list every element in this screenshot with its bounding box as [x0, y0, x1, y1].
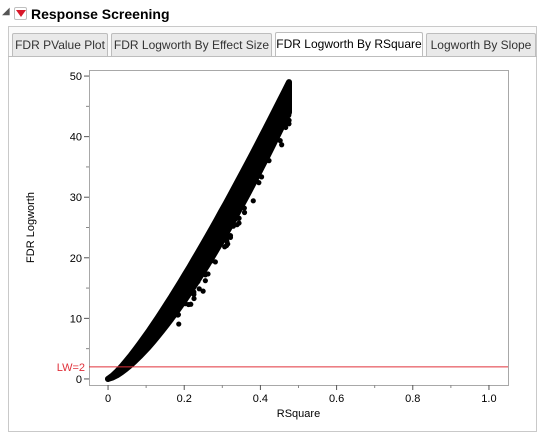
data-point: [223, 228, 229, 234]
data-point: [183, 294, 189, 300]
tab-fdr-pvalue-plot[interactable]: FDR PValue Plot: [12, 33, 108, 56]
data-point: [176, 321, 182, 327]
data-point: [227, 224, 234, 230]
data-point: [195, 278, 201, 285]
y-tick-label: 50: [70, 71, 82, 83]
data-point: [279, 142, 285, 148]
reference-line-label: LW=2: [57, 362, 85, 374]
x-tick-label: 0.8: [405, 393, 420, 405]
red-triangle-menu-icon[interactable]: [14, 7, 27, 20]
data-point: [202, 278, 208, 284]
tab-content: LW=2 0 0.2 0.4 0.6 0.8 1.0 0 10 20 30 40 50 RSquar…: [9, 57, 536, 431]
data-point: [236, 220, 242, 226]
point-series: [105, 112, 292, 382]
report-title: Response Screening: [31, 6, 170, 22]
y-tick-label: 10: [70, 313, 82, 325]
data-point: [241, 205, 247, 211]
data-point: [105, 375, 112, 382]
x-tick-label: 0.2: [177, 393, 192, 405]
data-point: [191, 295, 197, 302]
y-axis-ticks: 0 10 20 30 40 50: [70, 71, 89, 386]
triangle-down-icon[interactable]: ◢: [2, 6, 10, 17]
data-point: [222, 221, 228, 228]
data-point: [286, 112, 292, 118]
data-point: [266, 158, 272, 164]
data-point: [185, 301, 192, 308]
data-point: [286, 117, 292, 123]
data-point: [209, 258, 215, 264]
data-point: [175, 312, 182, 318]
tab-divider: [8, 56, 537, 57]
y-tick-label: 30: [70, 192, 82, 204]
data-point: [233, 214, 239, 220]
data-point: [205, 271, 211, 277]
tab-logworth-by-slope[interactable]: Logworth By Slope: [426, 33, 536, 56]
x-tick-label: 0: [105, 393, 111, 405]
tab-fdr-logworth-by-effect-size[interactable]: FDR Logworth By Effect Size: [111, 33, 272, 56]
x-axis-ticks: 0 0.2 0.4 0.6 0.8 1.0: [105, 385, 497, 405]
point-cloud: [105, 79, 292, 382]
data-point: [200, 288, 206, 294]
x-tick-label: 0.4: [253, 393, 268, 405]
data-point: [243, 189, 250, 195]
data-point: [277, 138, 283, 144]
data-point: [282, 121, 288, 127]
y-axis-label: FDR Logworth: [25, 192, 37, 263]
y-tick-label: 20: [70, 253, 82, 265]
data-point: [187, 289, 193, 295]
x-axis-label: RSquare: [277, 408, 320, 420]
data-point: [191, 277, 197, 283]
data-point: [241, 209, 248, 216]
scatter-chart: LW=2 0 0.2 0.4 0.6 0.8 1.0 0 10 20 30 40 50 RSquar…: [25, 70, 509, 420]
data-point: [191, 289, 197, 295]
x-tick-label: 1.0: [481, 393, 496, 405]
data-point: [258, 174, 265, 180]
data-point: [199, 265, 205, 271]
data-point: [250, 198, 256, 204]
data-point: [216, 241, 222, 247]
data-point: [249, 183, 255, 189]
y-tick-label: 40: [70, 132, 82, 144]
data-point: [243, 194, 249, 200]
data-point: [256, 180, 262, 186]
x-tick-label: 0.6: [329, 393, 344, 405]
data-point: [225, 241, 231, 247]
data-point: [196, 286, 202, 292]
data-point: [201, 271, 207, 277]
data-point: [270, 142, 276, 149]
tab-fdr-logworth-by-rsquare[interactable]: FDR Logworth By RSquare: [275, 32, 423, 57]
y-tick-label: 0: [76, 374, 82, 386]
report-header: ◢ Response Screening: [0, 0, 545, 26]
data-point: [248, 178, 254, 184]
data-point: [224, 235, 230, 241]
data-point: [236, 205, 242, 211]
